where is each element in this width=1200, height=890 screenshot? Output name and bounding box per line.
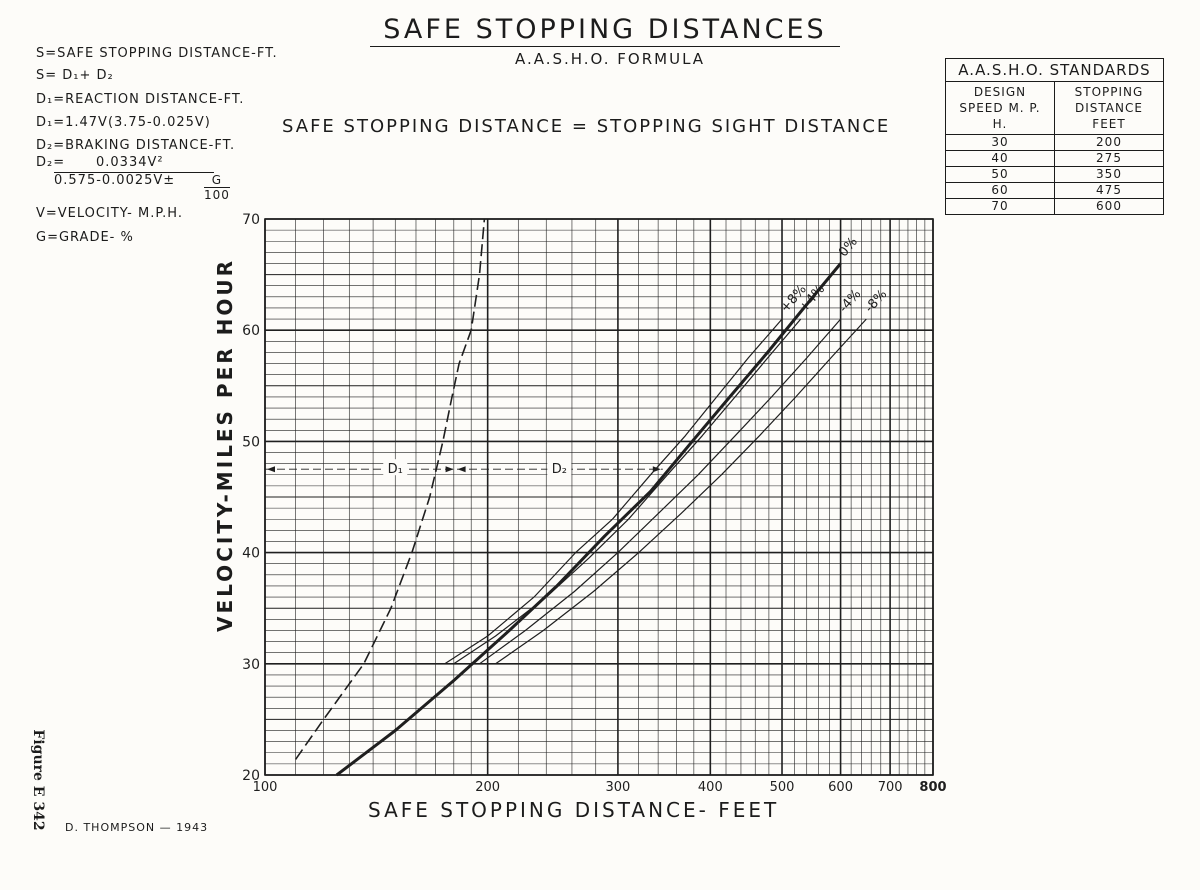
x-tick-label: 100 [253, 780, 278, 795]
grade-fraction: G 100 [204, 173, 230, 202]
distance-cell: 600 [1054, 198, 1164, 215]
x-tick-label: 300 [606, 780, 631, 795]
grade-definition: G=GRADE- % [36, 230, 134, 245]
annotation-label: D₁ [388, 462, 403, 477]
fraction-bar [54, 172, 214, 173]
table-row: 60 475 [945, 182, 1164, 199]
formula-subtitle: A.A.S.H.O. FORMULA [514, 50, 706, 68]
page-title: SAFE STOPPING DISTANCES [370, 14, 840, 47]
distance-cell: 200 [1054, 134, 1164, 151]
series-line [335, 262, 842, 777]
distance-cell: 350 [1054, 166, 1164, 183]
x-tick-label: 400 [698, 780, 723, 795]
standards-table: A.A.S.H.O. STANDARDS DESIGN SPEED M. P. … [945, 58, 1164, 215]
figure-number: Figure E 342 [30, 729, 46, 831]
annotation-label: D₂ [552, 462, 567, 477]
table-row: 50 350 [945, 166, 1164, 183]
x-tick-label: 200 [475, 780, 500, 795]
series-line [479, 318, 842, 665]
series-line [453, 318, 802, 665]
x-tick-label: 800 [919, 780, 946, 795]
dimension-arrow [267, 466, 275, 473]
legend-line: D₂=BRAKING DISTANCE-FT. [36, 138, 236, 153]
legend-line: D₁=1.47V(3.75-0.025V) [36, 115, 211, 130]
speed-column-header: DESIGN SPEED M. P. H. [945, 81, 1055, 135]
velocity-definition: V=VELOCITY- M.P.H. [36, 206, 183, 221]
series-line [444, 318, 783, 665]
grade-fraction-top: G [204, 173, 230, 188]
annotation-backdrop [383, 459, 408, 476]
grade-fraction-bottom: 100 [204, 188, 230, 202]
y-tick-label: 60 [242, 323, 260, 339]
y-axis-label: VELOCITY-MILES PER HOUR [213, 258, 237, 632]
y-tick-label: 50 [242, 434, 260, 450]
speed-cell: 30 [945, 134, 1055, 151]
braking-formula-denominator: 0.575-0.0025V± [54, 173, 176, 188]
author-credit: D. THOMPSON — 1943 [65, 821, 209, 834]
legend-line: S=SAFE STOPPING DISTANCE-FT. [36, 46, 278, 61]
dimension-arrow [457, 466, 466, 473]
x-tick-label: 600 [828, 780, 853, 795]
braking-formula-numerator: 0.0334V² [96, 155, 164, 170]
series-line [495, 318, 867, 665]
dimension-arrow [445, 466, 454, 473]
standards-caption: A.A.S.H.O. STANDARDS [945, 58, 1164, 82]
x-axis-label: SAFE STOPPING DISTANCE- FEET [368, 798, 780, 822]
table-row: 40 275 [945, 150, 1164, 167]
annotation-backdrop [547, 459, 572, 476]
y-tick-label: 70 [242, 212, 260, 228]
legend-line: D₁=REACTION DISTANCE-FT. [36, 92, 245, 107]
speed-cell: 70 [945, 198, 1055, 215]
legend-line: S= D₁+ D₂ [36, 68, 114, 83]
dimension-arrow [652, 466, 661, 473]
distance-cell: 475 [1054, 182, 1164, 199]
y-tick-label: 40 [242, 546, 260, 562]
table-row: 70 600 [945, 198, 1164, 215]
braking-formula-label: D₂= [36, 155, 66, 170]
table-row: 30 200 [945, 134, 1164, 151]
equivalence-note: SAFE STOPPING DISTANCE = STOPPING SIGHT … [282, 116, 891, 137]
x-tick-label: 700 [878, 780, 903, 795]
speed-cell: 50 [945, 166, 1055, 183]
y-tick-label: 20 [242, 768, 260, 784]
plot-frame [264, 218, 934, 776]
x-tick-label: 500 [770, 780, 795, 795]
distance-column-header: STOPPING DISTANCE FEET [1054, 81, 1164, 135]
curve-label: -8% [862, 287, 890, 316]
y-tick-label: 30 [242, 657, 260, 673]
distance-cell: 275 [1054, 150, 1164, 167]
